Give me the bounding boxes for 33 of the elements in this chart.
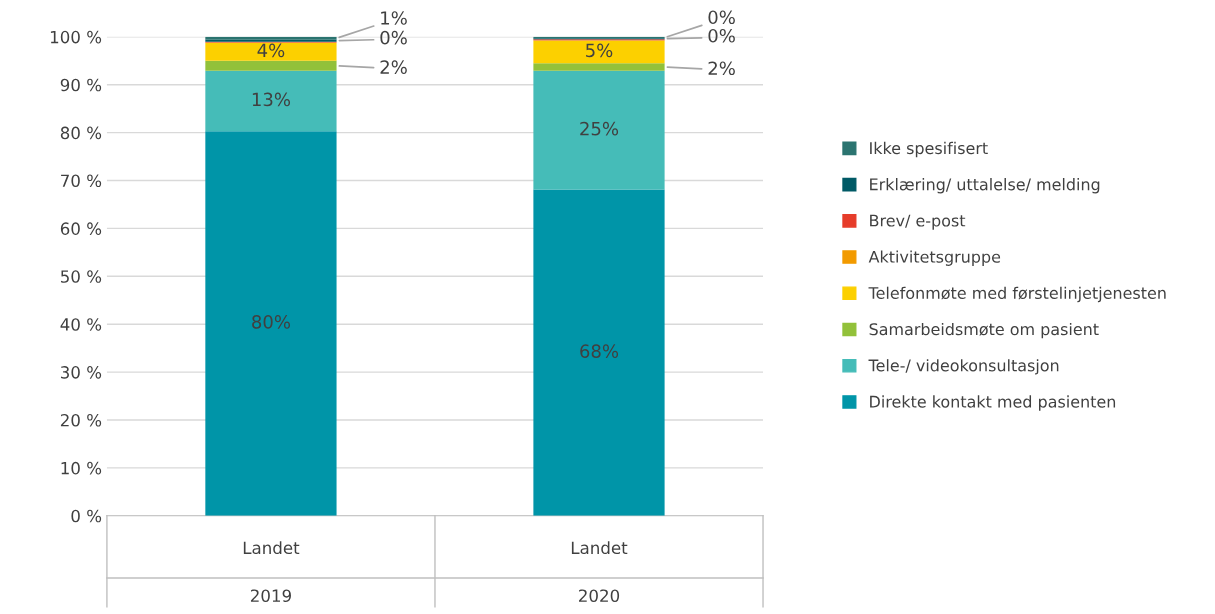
data-label: 80% [252, 315, 291, 329]
legend-label: Brev/ e-post [870, 214, 966, 230]
data-label: 2% [708, 61, 735, 76]
y-tick-label: 70 % [61, 174, 102, 188]
legend-label: Telefonmøte med førstelinjetjenesten [868, 286, 1166, 303]
category-label: Landet 2020 [571, 541, 628, 603]
data-label: 25% [580, 121, 619, 136]
data-label: 0% [380, 30, 407, 45]
legend-label: Erklæring/ uttalelse/ melding [870, 178, 1100, 194]
y-tick-label: 0 % [71, 509, 102, 523]
data-label: 1% [381, 11, 407, 25]
y-tick-label: 10 % [61, 461, 102, 475]
category-label: Landet 2019 [243, 541, 300, 603]
legend-label: Direkte kontakt med pasienten [870, 395, 1116, 411]
data-label: 0% [708, 10, 735, 25]
y-tick-label: 30 % [60, 366, 102, 379]
y-tick-label: 60 % [60, 222, 102, 235]
data-label: 0% [708, 28, 735, 43]
legend-label: Ikke spesifisert [870, 141, 988, 158]
legend-label: Tele-/ videokonsultasjon [868, 359, 1059, 375]
y-tick-label: 80 % [60, 126, 102, 140]
legend-label: Aktivitetsgruppe [868, 250, 1001, 266]
y-tick-label: 50 % [61, 270, 102, 283]
data-label: 13% [252, 92, 291, 107]
y-tick-label: 90 % [60, 78, 102, 92]
y-tick-label: 20 % [60, 413, 102, 427]
data-label: 5% [586, 43, 613, 58]
y-tick-label: 100 % [50, 30, 102, 44]
data-label: 68% [580, 344, 619, 358]
legend-label: Samarbeidsmøte om pasient [869, 322, 1099, 339]
y-tick-label: 40 % [60, 318, 102, 331]
data-label: 4% [257, 43, 285, 58]
data-label: 2% [380, 60, 407, 74]
